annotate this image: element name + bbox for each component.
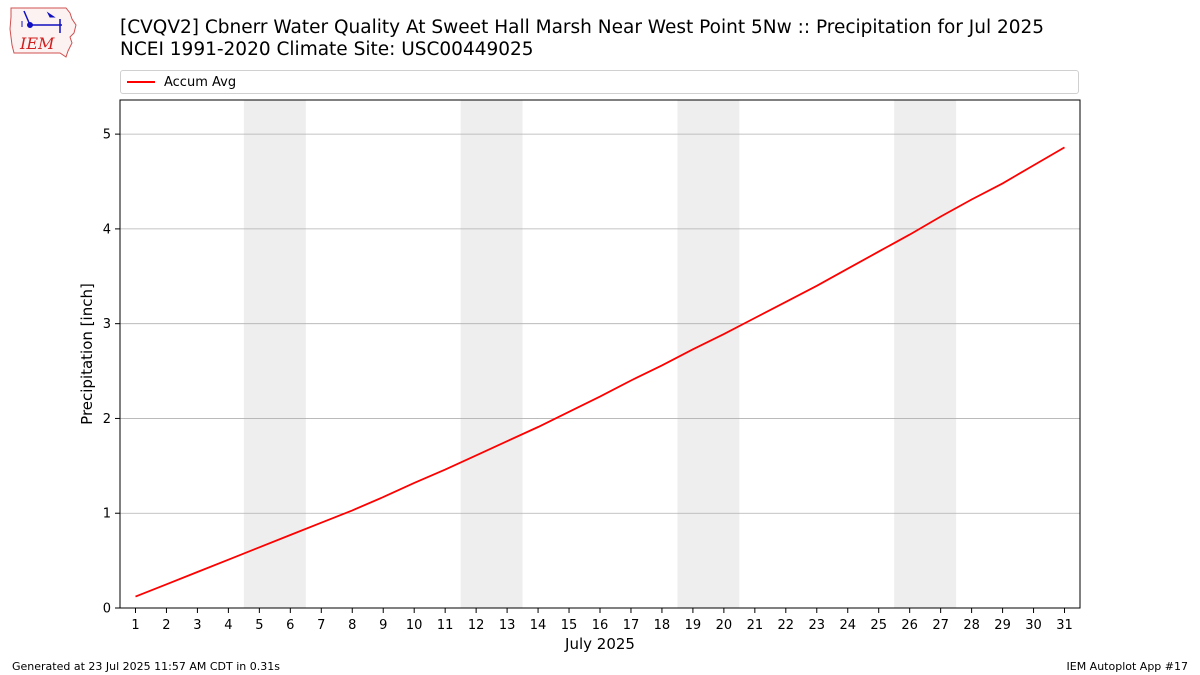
chart-legend: Accum Avg [120,70,1079,94]
weekend-band-3 [677,100,740,608]
x-tick-label-8: 8 [348,618,356,633]
y-tick-label-5: 5 [103,128,111,143]
y-tick-label-0: 0 [103,602,111,617]
chart-title: [CVQV2] Cbnerr Water Quality At Sweet Ha… [120,17,1045,38]
weekend-band-2 [460,100,523,608]
y-tick-label-1: 1 [103,507,111,522]
x-tick-label-15: 15 [561,618,578,633]
x-tick-label-31: 31 [1056,618,1073,633]
y-axis-title: Precipitation [inch] [78,283,96,425]
generated-timestamp: Generated at 23 Jul 2025 11:57 AM CDT in… [12,660,280,673]
x-tick-label-6: 6 [286,618,294,633]
x-tick-label-24: 24 [839,618,856,633]
x-tick-label-13: 13 [499,618,516,633]
x-tick-label-4: 4 [224,618,232,633]
x-tick-label-26: 26 [901,618,918,633]
x-tick-label-23: 23 [809,618,826,633]
app-label: IEM Autoplot App #17 [1066,660,1189,673]
x-tick-label-7: 7 [317,618,325,633]
x-tick-label-12: 12 [468,618,485,633]
iem-logo: IEM [9,7,77,58]
x-tick-label-17: 17 [623,618,640,633]
weather-station-icon [21,10,62,33]
x-tick-label-27: 27 [932,618,949,633]
x-tick-label-29: 29 [994,618,1011,633]
x-tick-label-28: 28 [963,618,980,633]
x-tick-label-30: 30 [1025,618,1042,633]
y-tick-label-4: 4 [103,222,111,237]
x-tick-label-10: 10 [406,618,423,633]
x-tick-label-22: 22 [778,618,795,633]
x-tick-label-9: 9 [379,618,387,633]
x-tick-label-18: 18 [654,618,671,633]
x-tick-label-14: 14 [530,618,547,633]
x-tick-label-3: 3 [193,618,201,633]
x-tick-label-25: 25 [870,618,887,633]
series-line-accum-avg [135,146,1065,598]
y-tick-label-3: 3 [103,317,111,332]
x-tick-label-19: 19 [685,618,702,633]
legend-label-accum-avg: Accum Avg [164,75,237,90]
x-axis-title: July 2025 [564,635,635,653]
x-tick-label-11: 11 [437,618,454,633]
weekend-band-1 [243,100,306,608]
x-tick-label-20: 20 [716,618,733,633]
x-tick-label-5: 5 [255,618,263,633]
chart-subtitle: NCEI 1991-2020 Climate Site: USC00449025 [120,39,534,60]
logo-text: IEM [19,34,55,53]
y-tick-label-2: 2 [103,412,111,427]
weekend-band-4 [894,100,957,608]
x-tick-label-16: 16 [592,618,609,633]
legend-swatch-accum-avg [127,81,155,83]
x-tick-label-21: 21 [747,618,764,633]
x-tick-label-2: 2 [162,618,170,633]
x-tick-label-1: 1 [131,618,139,633]
